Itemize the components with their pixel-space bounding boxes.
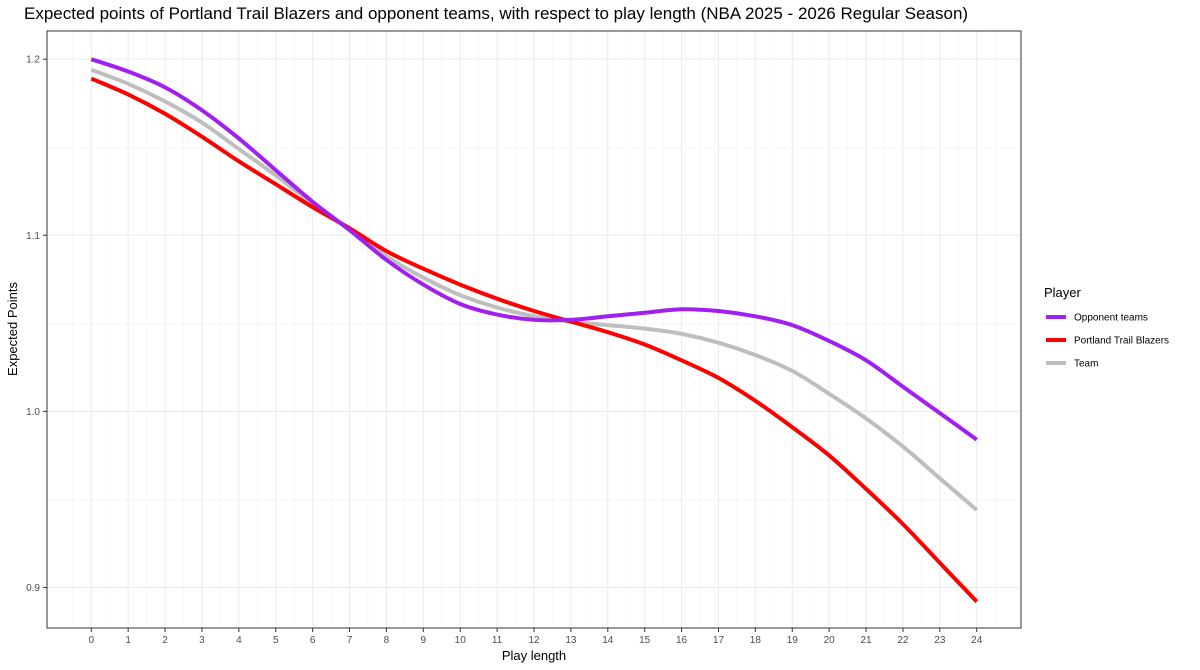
x-tick-label: 12 [528,635,540,646]
legend-label-opponent-teams: Opponent teams [1074,313,1148,324]
chart-title: Expected points of Portland Trail Blazer… [24,4,968,23]
y-tick-label: 1.2 [26,55,40,66]
x-tick-label: 16 [676,635,688,646]
plot-panel [46,30,1022,629]
y-axis-title: Expected Points [5,282,20,376]
x-tick-label: 24 [971,635,983,646]
legend-label-portland-trail-blazers: Portland Trail Blazers [1074,336,1169,347]
legend: Player Opponent teams Portland Trail Blaz… [1044,285,1169,370]
x-tick-label: 20 [824,635,836,646]
x-tick-label: 13 [565,635,577,646]
legend-title: Player [1044,285,1082,300]
x-tick-label: 23 [934,635,946,646]
x-tick-label: 9 [421,635,427,646]
x-tick-label: 10 [455,635,467,646]
x-tick-label: 22 [897,635,909,646]
x-tick-label: 11 [492,635,503,646]
series-line-opponent-teams [90,57,978,442]
x-tick-label: 21 [860,635,872,646]
x-axis-title: Play length [502,648,566,663]
x-tick-label: 6 [310,635,316,646]
x-tick-label: 2 [162,635,168,646]
series-line-team [90,67,979,512]
y-axis: 0.9 1.0 1.1 1.2 [26,55,47,594]
y-tick-label: 0.9 [26,583,40,594]
x-tick-label: 5 [273,635,279,646]
x-tick-label: 3 [199,635,205,646]
x-tick-label: 8 [384,635,390,646]
x-tick-label: 7 [347,635,353,646]
x-axis: 0 1 2 3 4 5 6 7 8 9 10 11 12 13 14 15 16 17 18 19 20 21 22 23 24 [88,628,983,646]
series-line-portland-trail-blazers [90,76,979,603]
x-tick-label: 14 [602,635,614,646]
y-tick-label: 1.1 [26,231,40,242]
series-lines [90,57,979,603]
grid-major [47,31,1021,628]
x-tick-label: 4 [236,635,242,646]
x-tick-label: 15 [639,635,651,646]
x-tick-label: 17 [713,635,725,646]
x-tick-label: 19 [787,635,799,646]
y-tick-label: 1.0 [26,407,40,418]
x-tick-label: 18 [750,635,762,646]
x-tick-label: 1 [125,635,131,646]
legend-label-team: Team [1074,359,1098,370]
x-tick-label: 0 [88,635,94,646]
